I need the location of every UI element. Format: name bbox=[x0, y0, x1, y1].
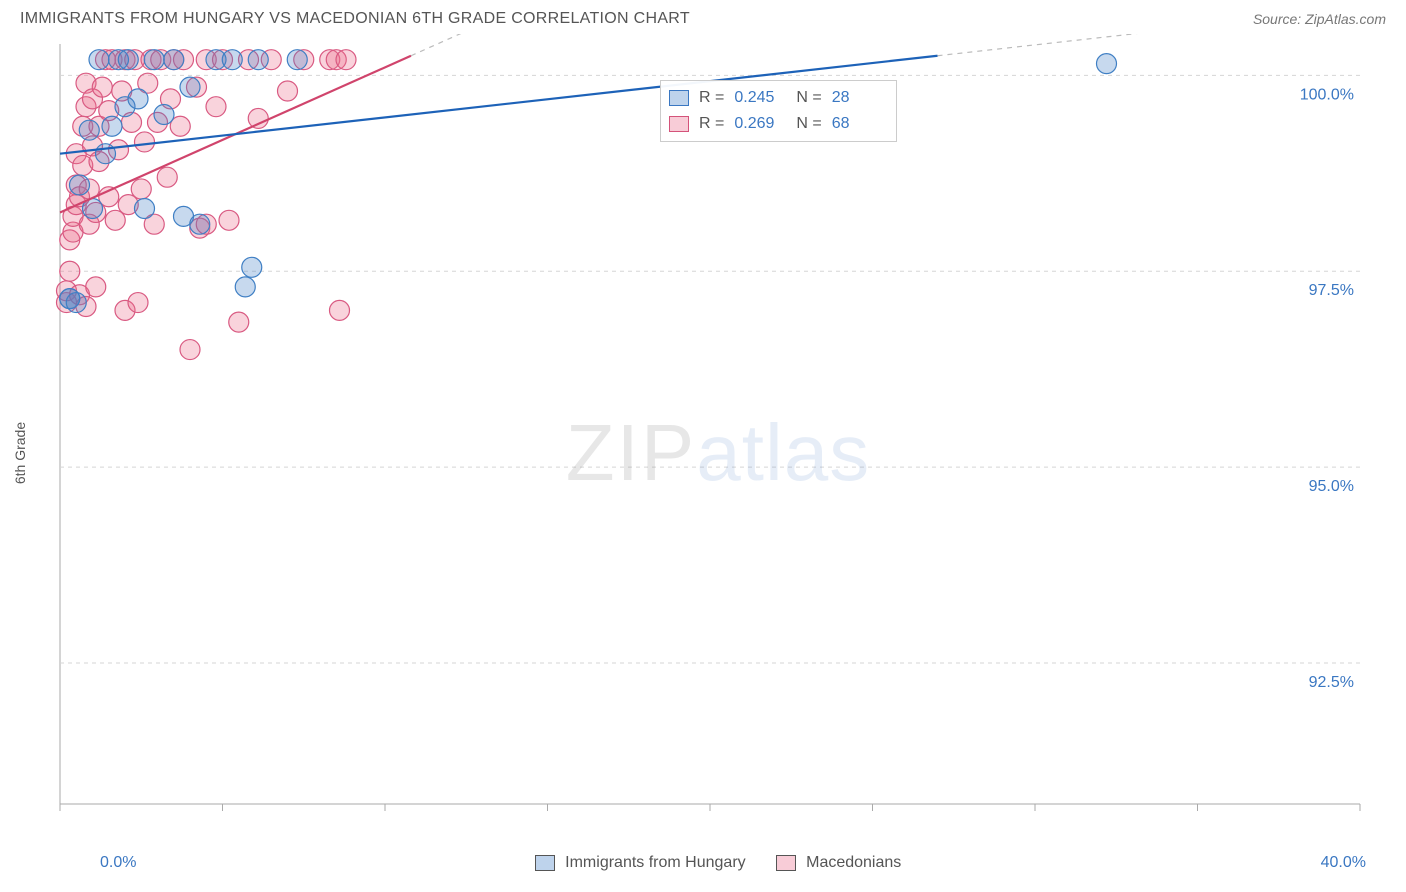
legend-item-pink: Macedonians bbox=[776, 854, 902, 872]
legend-stats-row: R = 0.269 N = 68 bbox=[669, 111, 884, 137]
legend-label: Macedonians bbox=[806, 854, 901, 871]
legend-label: Immigrants from Hungary bbox=[565, 854, 746, 871]
legend-stats-box: R = 0.245 N = 28 R = 0.269 N = 68 bbox=[660, 80, 897, 142]
n-value: 68 bbox=[832, 111, 884, 137]
correlation-chart: 92.5% 95.0% 97.5% 100.0% bbox=[50, 34, 1386, 834]
legend-item-blue: Immigrants from Hungary bbox=[535, 854, 746, 872]
n-value: 28 bbox=[832, 85, 884, 111]
svg-text:95.0%: 95.0% bbox=[1309, 478, 1354, 495]
svg-text:97.5%: 97.5% bbox=[1309, 282, 1354, 299]
legend-swatch-blue bbox=[535, 855, 555, 871]
r-label: R = bbox=[699, 85, 724, 111]
y-axis-label: 6th Grade bbox=[12, 422, 28, 484]
bottom-legend: Immigrants from Hungary Macedonians bbox=[50, 854, 1386, 872]
svg-text:100.0%: 100.0% bbox=[1300, 86, 1354, 103]
r-value: 0.269 bbox=[734, 111, 786, 137]
chart-title: IMMIGRANTS FROM HUNGARY VS MACEDONIAN 6T… bbox=[20, 10, 690, 28]
svg-text:92.5%: 92.5% bbox=[1309, 674, 1354, 691]
n-label: N = bbox=[796, 111, 821, 137]
n-label: N = bbox=[796, 85, 821, 111]
r-label: R = bbox=[699, 111, 724, 137]
r-value: 0.245 bbox=[734, 85, 786, 111]
legend-swatch-blue bbox=[669, 90, 689, 106]
source-label: Source: ZipAtlas.com bbox=[1253, 11, 1386, 27]
legend-stats-row: R = 0.245 N = 28 bbox=[669, 85, 884, 111]
legend-swatch-pink bbox=[669, 116, 689, 132]
legend-swatch-pink bbox=[776, 855, 796, 871]
